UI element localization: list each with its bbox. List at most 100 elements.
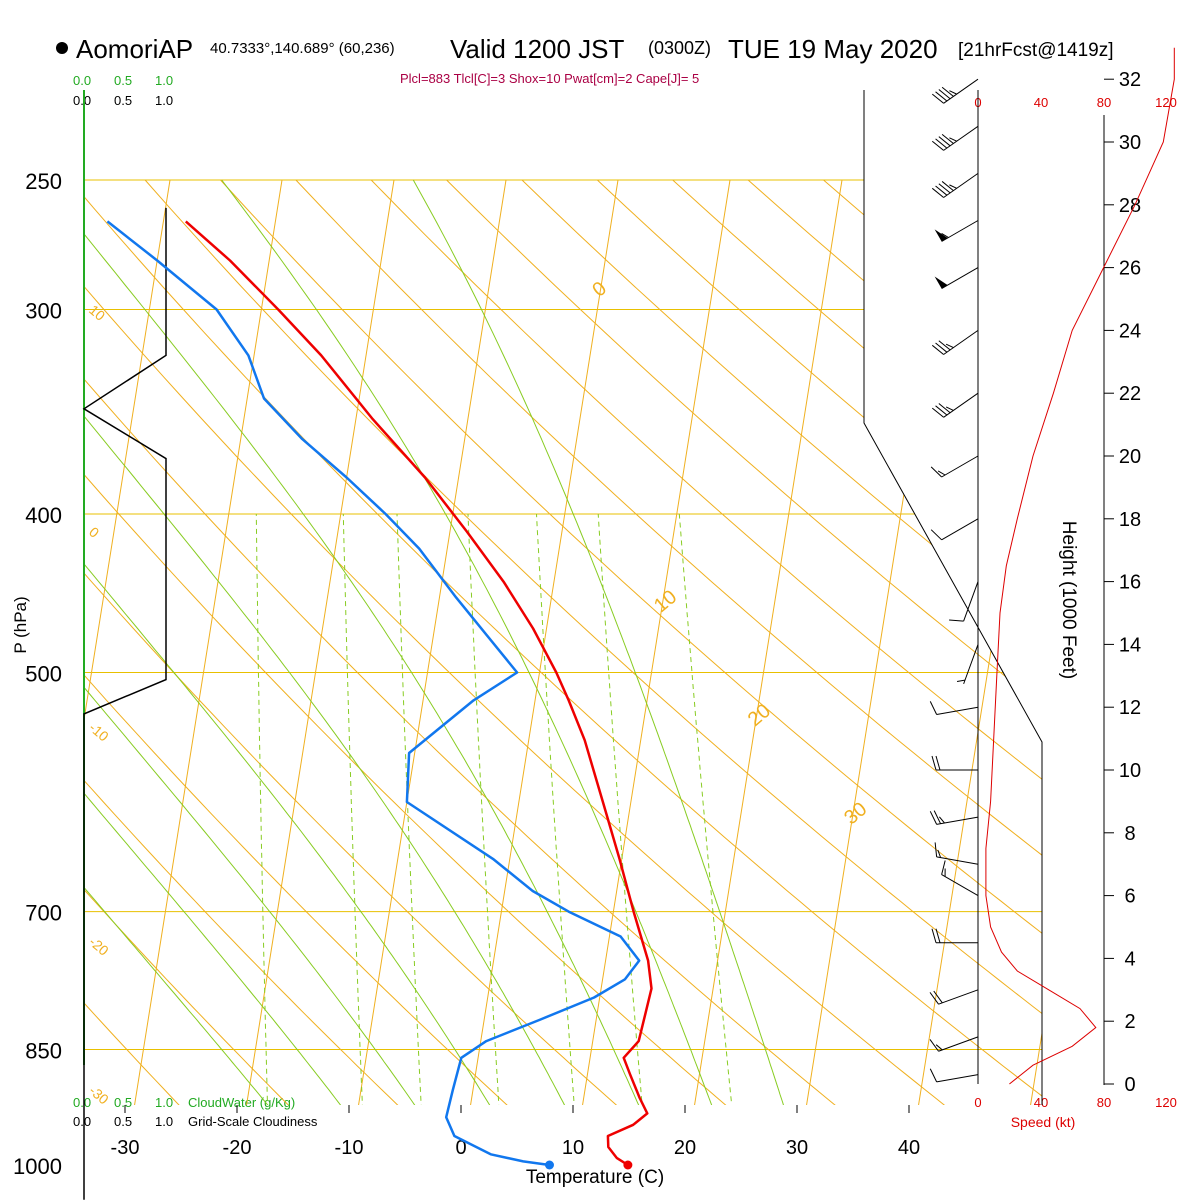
temp-tick--20: -20 <box>223 1137 252 1159</box>
wind-barb <box>931 172 979 198</box>
temperature-line <box>184 220 653 1167</box>
height-tick-20: 20 <box>1119 446 1141 468</box>
temp-tick--30: -30 <box>111 1137 140 1159</box>
cloud-top-black-0: 0.0 <box>73 93 91 108</box>
moist-adiabat <box>84 179 613 1105</box>
height-tick-8: 8 <box>1124 823 1135 845</box>
x-axis-label: Temperature (C) <box>526 1167 664 1188</box>
wind-barb-feather <box>949 137 957 142</box>
dry-adiabat <box>295 179 1042 1105</box>
speed-axis-label: Speed (kt) <box>1011 1114 1076 1130</box>
forecast-tag: [21hrFcst@1419z] <box>958 40 1114 61</box>
cloud-top-green-2: 1.0 <box>155 73 173 88</box>
wind-barb-pennant <box>934 229 948 242</box>
pressure-tick-400: 400 <box>25 503 62 528</box>
wind-barb-shaft <box>938 989 979 1005</box>
wind-barb-shaft <box>943 392 979 418</box>
speed-top-120: 120 <box>1155 95 1177 110</box>
wind-barb-feather <box>930 466 942 478</box>
wind-barb <box>931 755 978 771</box>
thermo-grid: 1 2 3 5 8 12 20 <box>84 179 1042 1188</box>
isotherm-label: 10 <box>650 586 681 617</box>
isotherm-line <box>118 179 283 1105</box>
wind-barb-shaft <box>963 581 979 622</box>
dry-adiabat-label: -20 <box>86 933 112 958</box>
cloud-bot-black-1: 0.5 <box>114 1114 132 1129</box>
wind-barb <box>949 581 979 622</box>
cloudiness-label: Grid-Scale Cloudiness <box>188 1114 318 1129</box>
wind-barb-feather <box>941 860 946 875</box>
wind-barb-feather <box>929 992 939 1005</box>
isotherm-line <box>84 179 171 1105</box>
isotherm-label: 0 <box>588 277 611 301</box>
height-tick-24: 24 <box>1119 320 1141 342</box>
moist-adiabat <box>412 179 815 1105</box>
wind-barb-shaft <box>941 874 979 897</box>
height-tick-0: 0 <box>1124 1074 1135 1096</box>
height-tick-10: 10 <box>1119 760 1141 782</box>
dry-adiabat <box>823 179 1042 1105</box>
plot-boundary <box>863 90 1043 1105</box>
dry-adiabat <box>370 179 1042 1105</box>
isotherm-label: 30 <box>840 798 871 829</box>
cloud-profile <box>82 180 167 1200</box>
dry-adiabat <box>84 179 613 1105</box>
cloudwater-label: CloudWater (g/Kg) <box>188 1095 295 1110</box>
isotherm-line <box>678 179 843 1105</box>
moist-adiabat <box>221 179 748 1105</box>
wind-barb-shaft <box>963 644 979 685</box>
cloud-bot-black-2: 1.0 <box>155 1114 173 1129</box>
wind-barb-feather <box>935 185 948 196</box>
temp-tick-10: 10 <box>562 1137 584 1159</box>
isotherm-line <box>566 179 731 1105</box>
moist-adiabat <box>84 179 479 1105</box>
temperature-surface-dot <box>623 1160 633 1170</box>
temp-tick-30: 30 <box>786 1137 808 1159</box>
moist-adiabat <box>84 179 412 1105</box>
temp-tick-0: 0 <box>455 1137 466 1159</box>
wind-barb-feather <box>931 928 937 943</box>
wind-barb-feather <box>929 1068 938 1083</box>
wind-barb-shaft <box>943 329 979 355</box>
wind-barb-feather <box>931 407 944 418</box>
wind-barb-shaft <box>936 816 979 825</box>
wind-barb-shaft <box>938 1036 979 1052</box>
wind-barb <box>929 1036 979 1052</box>
height-tick-32: 32 <box>1119 69 1141 91</box>
wind-barb-shaft <box>936 706 979 715</box>
wind-barb <box>956 644 979 685</box>
wind-barb-feather <box>935 405 948 416</box>
temp-tick--10: -10 <box>335 1137 364 1159</box>
speed-bot-0: 0 <box>974 1095 981 1110</box>
speed-top-40: 40 <box>1034 95 1048 110</box>
wind-barb <box>931 78 979 104</box>
speed-bot-40: 40 <box>1034 1095 1048 1110</box>
height-tick-26: 26 <box>1119 258 1141 280</box>
wind-barb-feather <box>938 89 951 100</box>
mixing-ratio-label: 5 <box>493 1172 511 1188</box>
temp-tick-40: 40 <box>898 1137 920 1159</box>
wind-barb-feather <box>931 93 944 104</box>
wind-barb-feather <box>937 470 946 476</box>
wind-barb-feather <box>941 181 954 191</box>
speed-scale: 0 40 80 120 0 40 80 120 Speed (kt) <box>974 95 1176 1130</box>
dry-adiabat <box>144 179 1042 1105</box>
cloud-top-black-1: 0.5 <box>114 93 132 108</box>
wind-barb-feather <box>934 842 938 857</box>
header: AomoriAP 40.7333°,140.689° (60,236) Vali… <box>56 34 1114 86</box>
dewpoint-surface-dot <box>544 1160 554 1170</box>
dry-adiabat <box>84 179 1042 1105</box>
height-tick-28: 28 <box>1119 195 1141 217</box>
valid-time: Valid 1200 JST <box>450 34 625 64</box>
height-tick-30: 30 <box>1119 132 1141 154</box>
wind-barb-feather <box>935 91 948 102</box>
wind-barb-feather <box>931 344 944 355</box>
wind-barb-feather <box>941 233 949 238</box>
height-tick-6: 6 <box>1124 886 1135 908</box>
wind-barb-feather <box>929 1039 939 1052</box>
wind-barb <box>929 1068 979 1083</box>
height-tick-12: 12 <box>1119 697 1141 719</box>
mixing-ratio-line <box>467 513 506 1105</box>
temp-tick-20: 20 <box>674 1137 696 1159</box>
wind-barb-feather <box>929 811 938 825</box>
